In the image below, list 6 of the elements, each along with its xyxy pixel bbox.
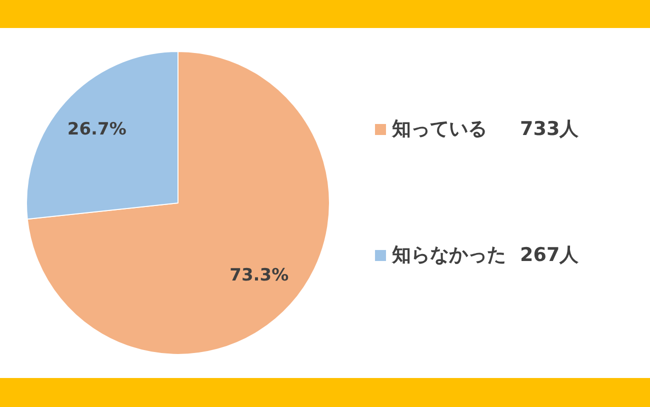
- legend-label: 知っている: [392, 117, 488, 142]
- legend-label: 知らなかった: [392, 243, 507, 268]
- data-label: 73.3%: [230, 265, 289, 286]
- data-label: 26.7%: [67, 120, 126, 140]
- text: 267人: [520, 243, 579, 268]
- text: 733人: [520, 117, 579, 142]
